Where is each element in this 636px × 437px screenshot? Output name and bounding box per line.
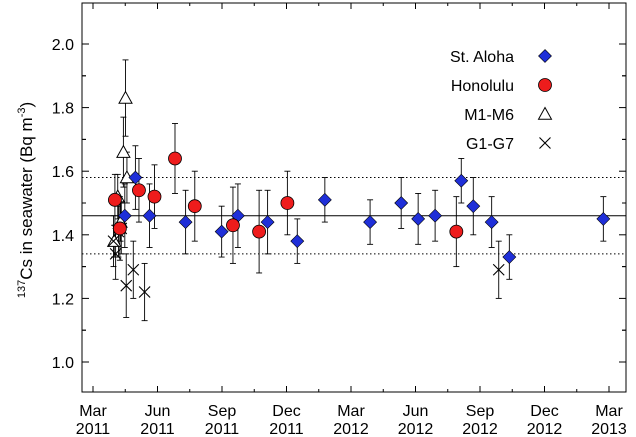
- point-honolulu: [280, 196, 295, 210]
- point-honolulu: [449, 224, 464, 239]
- point-honolulu: [132, 183, 146, 198]
- x-tick-label-month: Sep: [466, 403, 495, 420]
- point-honolulu: [252, 224, 267, 239]
- point-st-aloha: [178, 215, 193, 230]
- legend-marker-honolulu: [538, 78, 552, 92]
- legend-marker-g1-g7: [539, 137, 551, 149]
- point-m1-m6: [116, 144, 131, 158]
- x-tick-label-year: 2011: [140, 421, 175, 437]
- point-st-aloha: [454, 173, 469, 188]
- y-tick-label: 1.6: [52, 164, 74, 181]
- y-tick-label: 1.0: [52, 355, 74, 372]
- x-tick-label-month: Dec: [272, 403, 300, 420]
- x-tick-label-month: Mar: [595, 403, 623, 420]
- point-st-aloha: [484, 215, 499, 230]
- x-tick-label-year: 2012: [462, 421, 498, 437]
- point-g1-g7: [138, 286, 151, 298]
- point-honolulu: [187, 199, 202, 214]
- point-honolulu: [226, 218, 240, 233]
- x-tick-label-year: 2012: [398, 421, 434, 437]
- legend-label-st-aloha: St. Aloha: [450, 49, 514, 66]
- x-tick-label-month: Jun: [403, 403, 429, 420]
- x-tick-label-year: 2013: [591, 421, 627, 437]
- data-markers: [106, 90, 611, 298]
- point-g1-g7: [127, 263, 140, 276]
- legend-marker-m1-m6: [537, 106, 553, 120]
- point-honolulu: [108, 192, 122, 207]
- point-st-aloha: [596, 211, 611, 226]
- y-tick-label: 2.0: [52, 37, 74, 54]
- x-tick-label-year: 2011: [269, 421, 304, 437]
- reference-lines: [82, 177, 626, 255]
- point-st-aloha: [214, 224, 229, 239]
- x-tick-label-month: Mar: [79, 403, 107, 420]
- point-st-aloha: [128, 170, 143, 185]
- point-st-aloha: [466, 199, 481, 214]
- legend-marker-st-aloha: [538, 49, 552, 63]
- point-st-aloha: [502, 250, 517, 264]
- point-g1-g7: [107, 235, 120, 248]
- y-axis-title: 137Cs in seawater (Bq m-3): [16, 102, 36, 298]
- x-tick-label-year: 2011: [76, 421, 111, 437]
- point-st-aloha: [317, 192, 332, 207]
- point-g1-g7: [120, 279, 133, 292]
- x-tick-label-year: 2012: [333, 421, 369, 437]
- x-tick-label-month: Jun: [145, 403, 171, 420]
- point-st-aloha: [290, 234, 305, 249]
- y-tick-label: 1.2: [52, 291, 74, 308]
- legend-label-honolulu: Honolulu: [451, 78, 514, 95]
- point-st-aloha: [117, 208, 132, 223]
- legend: St. Aloha Honolulu M1-M6 G1-G7: [450, 49, 553, 153]
- axis-ticks: Mar2011Jun2011Sep2011Dec2011Mar2012Jun20…: [52, 3, 627, 437]
- point-g1-g7: [492, 263, 505, 276]
- legend-label-m1-m6: M1-M6: [464, 107, 514, 124]
- y-tick-label: 1.8: [52, 101, 74, 118]
- x-tick-label-month: Mar: [337, 403, 365, 420]
- x-tick-label-year: 2011: [205, 421, 240, 437]
- plot-frame: [81, 2, 627, 393]
- point-st-aloha: [260, 215, 275, 230]
- x-tick-label-year: 2012: [527, 421, 563, 437]
- point-st-aloha: [411, 211, 426, 226]
- legend-label-g1-g7: G1-G7: [466, 136, 514, 153]
- y-tick-label: 1.4: [52, 228, 74, 245]
- point-honolulu: [112, 221, 127, 236]
- x-tick-label-month: Sep: [208, 403, 237, 420]
- point-m1-m6: [118, 90, 133, 104]
- point-honolulu: [168, 151, 182, 166]
- point-honolulu: [147, 189, 162, 204]
- point-st-aloha: [142, 208, 157, 223]
- point-g1-g7: [109, 247, 122, 260]
- point-st-aloha: [394, 196, 409, 210]
- point-st-aloha: [428, 208, 443, 223]
- x-tick-label-month: Dec: [530, 403, 558, 420]
- point-st-aloha: [363, 215, 378, 230]
- error-bars: [110, 59, 607, 322]
